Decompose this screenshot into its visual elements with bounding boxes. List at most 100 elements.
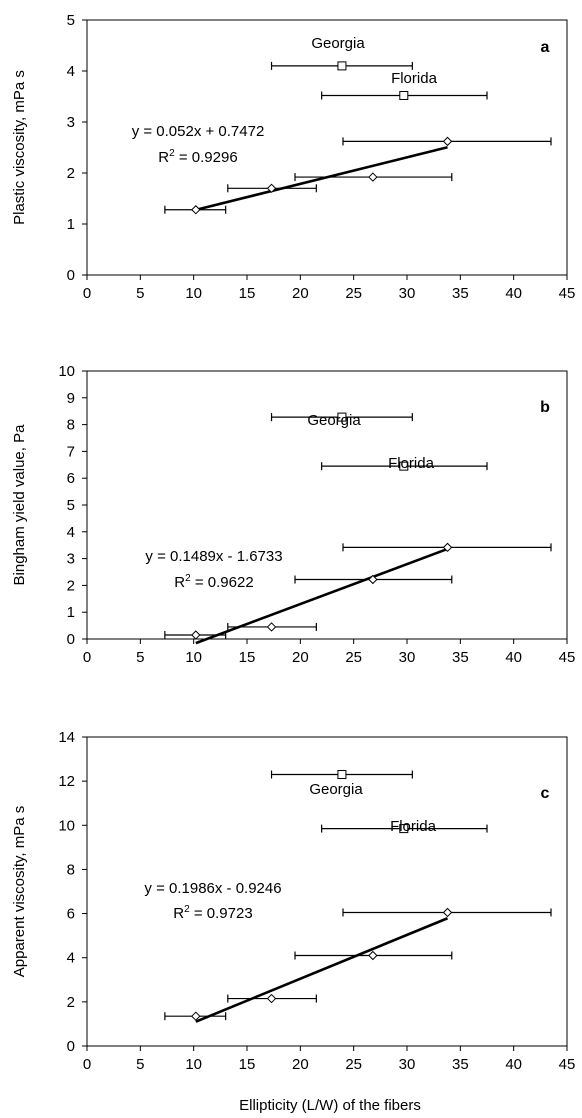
y-tick-label: 0 bbox=[67, 1038, 75, 1055]
x-tick-label: 0 bbox=[83, 285, 91, 302]
x-tick-label: 35 bbox=[452, 1056, 469, 1073]
y-tick-label: 6 bbox=[67, 906, 75, 923]
data-point-square bbox=[337, 412, 347, 422]
y-axis-label: Plastic viscosity, mPa s bbox=[11, 70, 28, 225]
x-tick-label: 40 bbox=[505, 285, 522, 302]
chart-panel-c: 0 5 10 15 20 25 30 35 40 45 0 2 4 6 8 10 12 14 Apparent vi… bbox=[11, 729, 575, 1073]
data-point-diamond bbox=[266, 183, 277, 194]
georgia-label: Georgia bbox=[307, 412, 361, 429]
data-point-diamond bbox=[368, 574, 378, 585]
trendline bbox=[195, 547, 448, 645]
data-point-square bbox=[399, 461, 409, 471]
data-point-square bbox=[399, 90, 409, 100]
x-tick-label: 15 bbox=[239, 285, 256, 302]
data-point-square bbox=[399, 824, 409, 834]
y-tick-label: 2 bbox=[67, 165, 75, 182]
x-axis-label: Ellipticity (L/W) of the fibers bbox=[239, 1097, 421, 1114]
x-tick-label: 30 bbox=[399, 285, 416, 302]
r-squared: R2 = 0.9723 bbox=[173, 904, 252, 922]
x-tick-label: 15 bbox=[239, 1056, 256, 1073]
data-point-diamond bbox=[191, 205, 201, 215]
data-point-square bbox=[337, 61, 347, 71]
y-tick-label: 2 bbox=[67, 994, 75, 1011]
y-tick-label: 3 bbox=[67, 551, 75, 568]
florida-label: Florida bbox=[388, 455, 435, 472]
x-tick-label: 10 bbox=[185, 649, 202, 666]
y-tick-label: 5 bbox=[67, 12, 75, 29]
y-tick-label: 1 bbox=[67, 604, 75, 621]
y-tick-label: 6 bbox=[67, 470, 75, 487]
y-tick-label: 8 bbox=[67, 861, 75, 878]
data-point-diamond bbox=[442, 136, 453, 147]
x-tick-label: 30 bbox=[399, 649, 416, 666]
y-axis-label: Bingham yield value, Pa bbox=[11, 424, 28, 586]
x-tick-label: 5 bbox=[136, 1056, 144, 1073]
regression-equation: y = 0.1986x - 0.9246 bbox=[144, 880, 281, 897]
x-tick-label: 40 bbox=[505, 649, 522, 666]
x-tick-label: 20 bbox=[292, 1056, 309, 1073]
y-tick-label: 14 bbox=[58, 729, 75, 746]
y-tick-label: 0 bbox=[67, 631, 75, 648]
data-point-square bbox=[337, 770, 347, 780]
r-squared: R2 = 0.9296 bbox=[158, 148, 237, 166]
data-point-diamond bbox=[368, 172, 378, 182]
x-tick-label: 0 bbox=[83, 649, 91, 666]
x-tick-label: 45 bbox=[559, 285, 576, 302]
trendline bbox=[195, 917, 449, 1023]
y-tick-label: 5 bbox=[67, 497, 75, 514]
x-tick-label: 0 bbox=[83, 1056, 91, 1073]
y-tick-label: 10 bbox=[58, 363, 75, 380]
data-point-diamond bbox=[442, 542, 453, 553]
x-tick-label: 5 bbox=[136, 649, 144, 666]
y-tick-label: 2 bbox=[67, 577, 75, 594]
x-tick-label: 5 bbox=[136, 285, 144, 302]
panel-letter: a bbox=[541, 39, 550, 56]
y-tick-label: 8 bbox=[67, 417, 75, 434]
x-tick-label: 10 bbox=[185, 285, 202, 302]
x-tick-label: 45 bbox=[559, 649, 576, 666]
y-tick-label: 4 bbox=[67, 950, 75, 967]
georgia-label: Georgia bbox=[309, 781, 363, 798]
georgia-label: Georgia bbox=[311, 35, 365, 52]
data-point-diamond bbox=[266, 993, 277, 1004]
florida-label: Florida bbox=[391, 70, 438, 87]
x-tick-label: 10 bbox=[185, 1056, 202, 1073]
x-tick-label: 40 bbox=[505, 1056, 522, 1073]
y-tick-label: 3 bbox=[67, 114, 75, 131]
x-tick-label: 25 bbox=[345, 285, 362, 302]
data-point-diamond bbox=[368, 950, 378, 961]
y-tick-label: 9 bbox=[67, 390, 75, 407]
y-tick-label: 1 bbox=[67, 216, 75, 233]
x-tick-label: 30 bbox=[399, 1056, 416, 1073]
data-point-diamond bbox=[191, 1011, 201, 1021]
y-tick-label: 4 bbox=[67, 63, 75, 80]
x-tick-label: 20 bbox=[292, 649, 309, 666]
y-tick-label: 10 bbox=[58, 817, 75, 834]
x-tick-label: 45 bbox=[559, 1056, 576, 1073]
x-tick-label: 25 bbox=[345, 1056, 362, 1073]
x-tick-label: 35 bbox=[452, 285, 469, 302]
regression-equation: y = 0.052x + 0.7472 bbox=[132, 123, 265, 140]
r-squared: R2 = 0.9622 bbox=[174, 573, 253, 591]
regression-equation: y = 0.1489x - 1.6733 bbox=[145, 548, 282, 565]
panel-letter: c bbox=[541, 785, 550, 802]
x-tick-label: 20 bbox=[292, 285, 309, 302]
y-tick-label: 0 bbox=[67, 267, 75, 284]
data-point-diamond bbox=[266, 622, 277, 632]
panel-letter: b bbox=[540, 399, 550, 416]
trendline bbox=[195, 145, 448, 212]
plot-frame bbox=[86, 736, 568, 1047]
florida-label: Florida bbox=[390, 818, 437, 835]
x-tick-label: 35 bbox=[452, 649, 469, 666]
y-tick-label: 7 bbox=[67, 443, 75, 460]
y-tick-label: 12 bbox=[58, 773, 75, 790]
y-tick-label: 4 bbox=[67, 524, 75, 541]
x-tick-label: 25 bbox=[345, 649, 362, 666]
data-point-diamond bbox=[442, 907, 453, 918]
x-tick-label: 15 bbox=[239, 649, 256, 666]
plot-frame bbox=[86, 19, 568, 276]
